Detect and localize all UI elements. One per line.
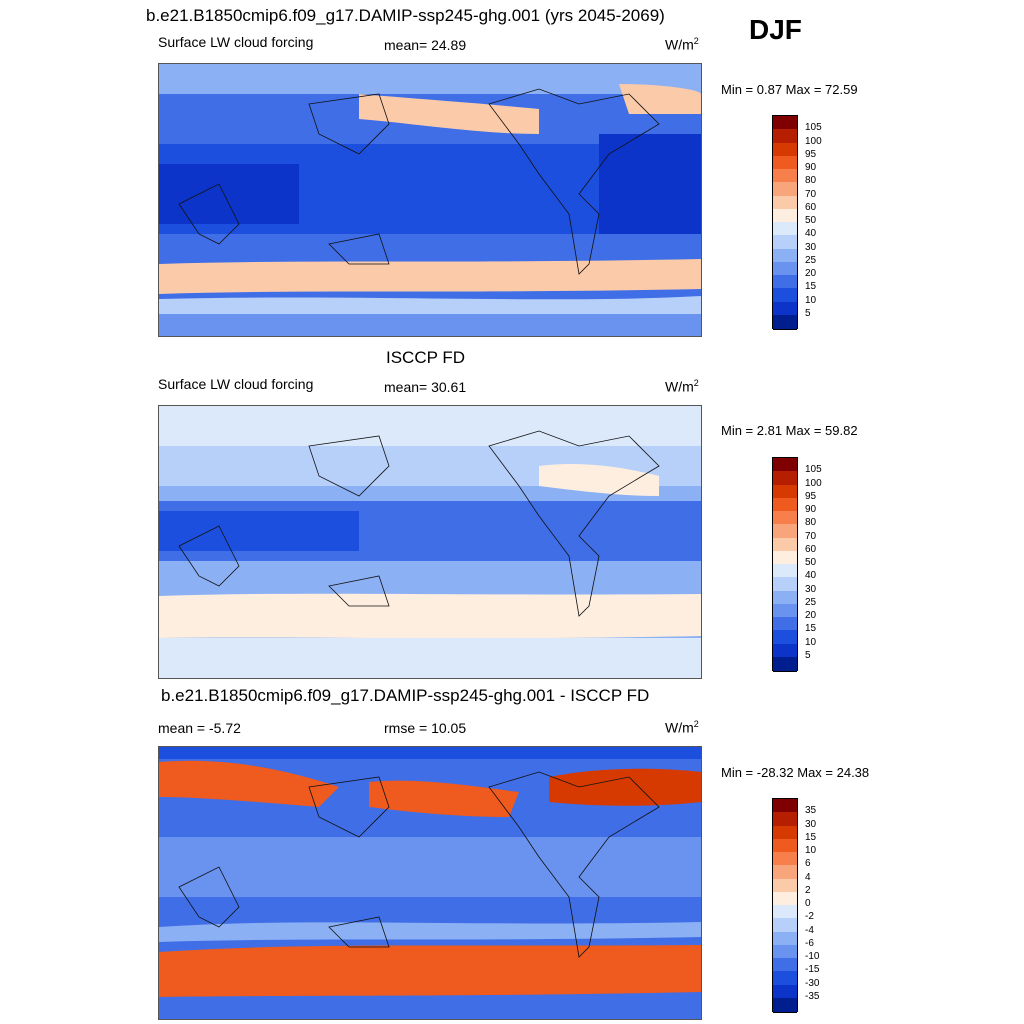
- panel1-map: [158, 63, 702, 337]
- colorbar-tick-label: 4: [805, 871, 811, 883]
- panel3-map: [158, 746, 702, 1020]
- panel2-map: [158, 405, 702, 679]
- colorbar-tick-label: 6: [805, 858, 811, 870]
- colorbar-swatch: [773, 314, 797, 330]
- panel3-title: b.e21.B1850cmip6.f09_g17.DAMIP-ssp245-gh…: [161, 686, 650, 705]
- colorbar-tick-label: 15: [805, 623, 817, 635]
- colorbar-tick-label: 20: [805, 268, 817, 279]
- panel3-units-label: W/m2: [665, 719, 699, 736]
- panel2-mean-label: mean= 30.61: [384, 379, 467, 395]
- colorbar-tick-label: -2: [805, 911, 814, 923]
- colorbar-tick-label: 40: [805, 570, 817, 582]
- colorbar-tick-label: 60: [805, 201, 817, 213]
- panel2-colorbar: [772, 457, 798, 672]
- colorbar-tick-label: 10: [805, 845, 817, 856]
- season-label: DJF: [749, 14, 802, 45]
- panel2-minmax: Min = 2.81 Max = 59.82: [721, 423, 858, 438]
- colorbar-tick-label: 70: [805, 530, 817, 542]
- colorbar-tick-label: 35: [805, 805, 817, 817]
- panel2-units-label: W/m2: [665, 378, 699, 395]
- colorbar-tick-label: 10: [805, 294, 817, 306]
- colorbar-tick-label: 60: [805, 543, 817, 555]
- colorbar-swatch: [773, 997, 797, 1013]
- panel1-title: b.e21.B1850cmip6.f09_g17.DAMIP-ssp245-gh…: [146, 6, 665, 25]
- colorbar-tick-label: 25: [805, 596, 817, 608]
- colorbar-tick-label: 90: [805, 162, 817, 173]
- colorbar-tick-label: 50: [805, 557, 817, 568]
- colorbar-tick-label: 105: [805, 122, 822, 134]
- colorbar-tick-label: 20: [805, 610, 817, 621]
- colorbar-tick-label: 70: [805, 188, 817, 200]
- colorbar-tick-label: 15: [805, 831, 817, 843]
- panel3-mean-label: mean = -5.72: [158, 720, 241, 736]
- colorbar-tick-label: 5: [805, 307, 811, 319]
- colorbar-tick-label: -15: [805, 964, 820, 976]
- colorbar-tick-label: 95: [805, 490, 817, 502]
- colorbar-tick-label: 50: [805, 215, 817, 226]
- colorbar-tick-label: 10: [805, 636, 817, 648]
- colorbar-tick-label: -30: [805, 977, 820, 989]
- colorbar-tick-label: 100: [805, 135, 822, 147]
- panel1-mean-label: mean= 24.89: [384, 37, 467, 53]
- colorbar-tick-label: 2: [805, 884, 811, 896]
- colorbar-tick-label: -4: [805, 924, 814, 936]
- panel1-minmax: Min = 0.87 Max = 72.59: [721, 82, 858, 97]
- panel3-rmse-label: rmse = 10.05: [384, 720, 467, 736]
- panel2-variable-label: Surface LW cloud forcing: [158, 376, 314, 392]
- panel1-colorbar: [772, 115, 798, 330]
- colorbar-tick-label: 100: [805, 477, 822, 489]
- colorbar-tick-label: 95: [805, 148, 817, 160]
- panel1-units-label: W/m2: [665, 36, 699, 53]
- colorbar-tick-label: 80: [805, 517, 817, 529]
- colorbar-tick-label: -10: [805, 951, 820, 962]
- colorbar-tick-label: 5: [805, 649, 811, 661]
- panel1-variable-label: Surface LW cloud forcing: [158, 34, 314, 50]
- colorbar-tick-label: 80: [805, 175, 817, 187]
- colorbar-tick-label: 105: [805, 464, 822, 476]
- colorbar-tick-label: -35: [805, 990, 820, 1002]
- colorbar-swatch: [773, 656, 797, 672]
- colorbar-tick-label: -6: [805, 937, 814, 949]
- colorbar-tick-label: 30: [805, 583, 817, 595]
- colorbar-tick-label: 0: [805, 898, 811, 909]
- panel3-minmax: Min = -28.32 Max = 24.38: [721, 765, 870, 780]
- colorbar-tick-label: 40: [805, 228, 817, 240]
- colorbar-tick-label: 30: [805, 241, 817, 253]
- panel3-colorbar: [772, 798, 798, 1013]
- colorbar-tick-label: 30: [805, 818, 817, 830]
- panel2-title: ISCCP FD: [386, 348, 466, 367]
- colorbar-tick-label: 15: [805, 281, 817, 293]
- colorbar-tick-label: 90: [805, 504, 817, 515]
- colorbar-tick-label: 25: [805, 254, 817, 266]
